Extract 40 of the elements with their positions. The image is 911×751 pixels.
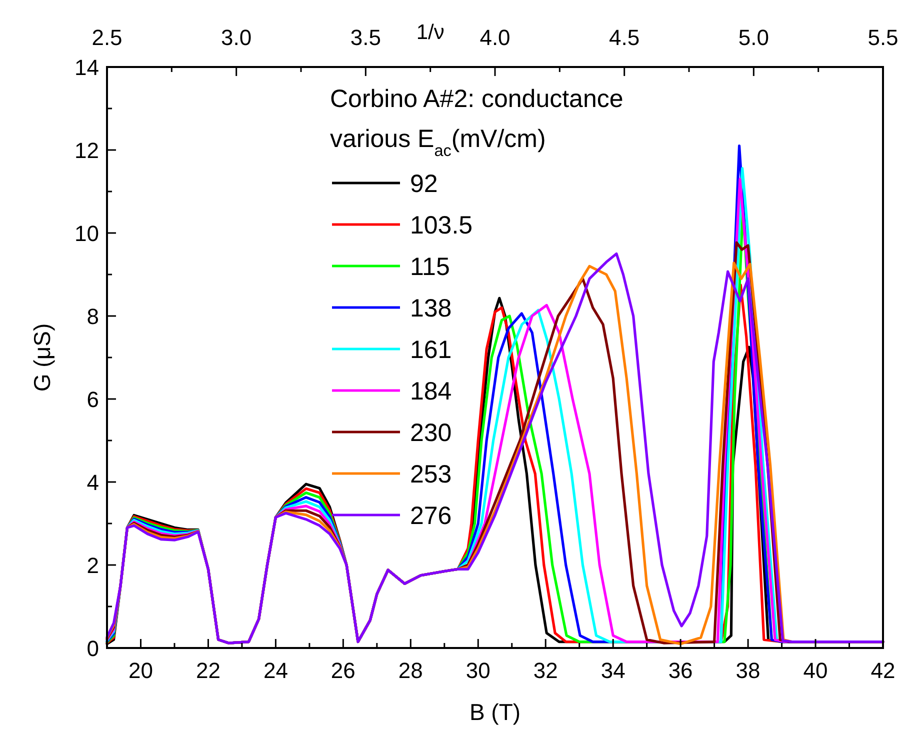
x2-tick-label: 4.5 — [609, 25, 640, 50]
x2-tick-label: 3.0 — [221, 25, 252, 50]
x-tick-label: 30 — [466, 658, 490, 683]
y-tick-label: 8 — [86, 304, 99, 329]
x-tick-label: 32 — [533, 658, 558, 683]
x-tick-label: 28 — [398, 658, 423, 683]
y-tick-label: 12 — [74, 138, 99, 163]
y-tick-label: 4 — [86, 470, 99, 495]
legend-label: 161 — [410, 336, 452, 364]
x-tick-label: 22 — [196, 658, 220, 683]
y-tick-label: 2 — [86, 553, 99, 578]
x-axis-title: B (T) — [469, 699, 521, 725]
legend-label: 115 — [410, 253, 450, 281]
x-tick-label: 20 — [128, 658, 153, 683]
legend-label: 184 — [410, 378, 452, 406]
x2-axis-title: 1/ν — [416, 21, 444, 44]
legend-label: 253 — [410, 460, 452, 488]
y-tick-label: 6 — [86, 387, 99, 412]
legend-label: 276 — [410, 502, 452, 530]
x2-tick-label: 5.0 — [738, 25, 769, 50]
legend-label: 138 — [410, 294, 452, 322]
x-tick-label: 42 — [870, 658, 896, 683]
x-tick-label: 26 — [330, 658, 356, 683]
x2-tick-label: 3.5 — [350, 25, 381, 50]
x-tick-label: 34 — [600, 658, 626, 683]
legend-label: 230 — [410, 419, 452, 447]
legend-title: Corbino A#2: conductance various E$_{ac}$(mV/cm) — [330, 85, 624, 160]
x-tick-label: 40 — [803, 658, 828, 683]
legend-label: 103.5 — [410, 212, 473, 240]
y-axis-title: G (μS) — [29, 323, 55, 392]
x2-tick-label: 2.5 — [92, 25, 122, 50]
y-tick-label: 14 — [74, 55, 99, 80]
x2-tick-label: 4.0 — [480, 25, 510, 50]
y-tick-label: 0 — [86, 636, 99, 661]
legend-label: 92 — [410, 170, 438, 198]
x-tick-label: 24 — [263, 658, 288, 683]
x-tick-label: 38 — [736, 658, 760, 683]
x-tick-label: 36 — [668, 658, 693, 683]
y-tick-label: 10 — [74, 221, 99, 246]
x2-tick-label: 5.5 — [868, 25, 898, 50]
